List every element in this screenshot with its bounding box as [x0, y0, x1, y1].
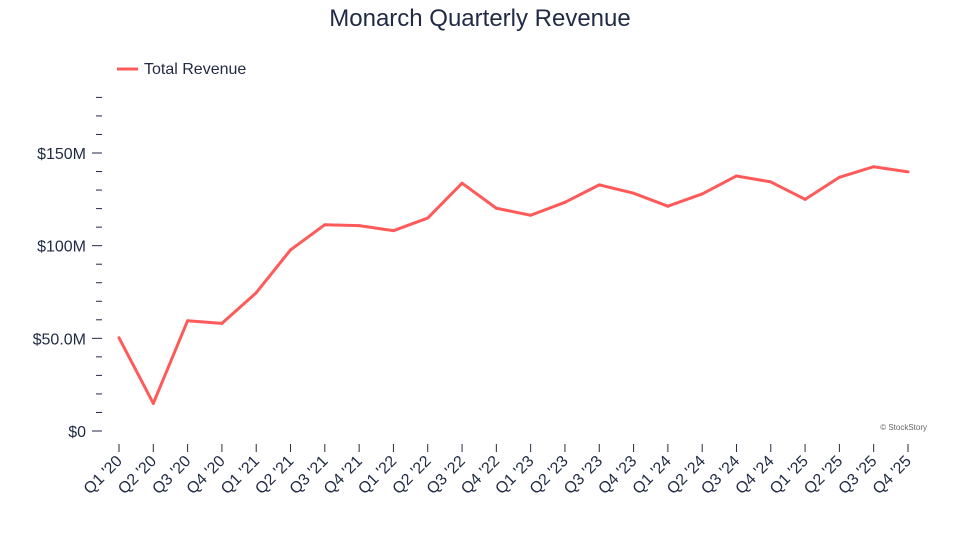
data-point — [426, 216, 430, 220]
data-point — [529, 213, 533, 217]
data-point — [666, 204, 670, 208]
data-point — [769, 180, 773, 184]
y-tick-label: $100M — [37, 239, 86, 256]
data-point — [872, 165, 876, 169]
y-tick-label: $0 — [68, 424, 86, 441]
data-point — [803, 197, 807, 201]
data-point — [186, 319, 190, 323]
x-tick-label: Q4 '25 — [870, 453, 915, 498]
data-point — [494, 206, 498, 210]
data-point — [906, 170, 910, 174]
legend: Total Revenue — [117, 61, 246, 78]
data-point — [289, 248, 293, 252]
chart-title: Monarch Quarterly Revenue — [329, 5, 630, 32]
data-point — [220, 321, 224, 325]
data-point — [323, 223, 327, 227]
data-point — [632, 191, 636, 195]
data-point — [117, 336, 121, 340]
credit-text: © StockStory — [880, 423, 927, 432]
data-point — [837, 175, 841, 179]
y-tick-label: $50.0M — [33, 331, 86, 348]
data-point — [460, 181, 464, 185]
data-point — [734, 174, 738, 178]
legend-label: Total Revenue — [144, 61, 246, 78]
series-lines — [117, 165, 910, 405]
data-point — [254, 291, 258, 295]
data-point — [357, 224, 361, 228]
series-line-0 — [117, 165, 909, 405]
data-point — [151, 401, 155, 405]
y-axis: $0 $50.0M $100M $150M — [33, 96, 102, 441]
data-point — [700, 192, 704, 196]
y-tick-label: $150M — [37, 146, 86, 163]
data-point — [391, 229, 395, 233]
data-point — [597, 183, 601, 187]
data-point — [563, 200, 567, 204]
